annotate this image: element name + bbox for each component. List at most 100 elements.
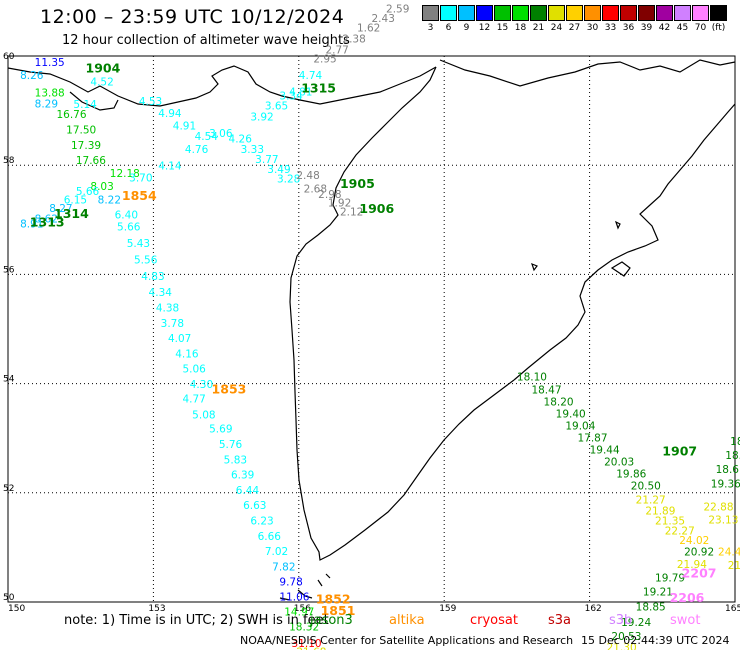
wave-height-value: 18 <box>730 436 740 448</box>
wave-height-value: 19.36 <box>711 478 740 490</box>
wave-height-value: 4.74 <box>299 70 323 82</box>
scale-swatch <box>692 5 709 21</box>
scale-swatch <box>530 5 547 21</box>
wave-height-value: 18.85 <box>636 602 666 614</box>
map-frame <box>7 55 736 603</box>
wave-height-value: 18.6 <box>716 464 740 476</box>
wave-height-value: 19.21 <box>643 586 673 598</box>
wave-height-value: 21.30 <box>607 642 637 650</box>
wave-height-points: 8.26 8.29 11.35 5.14 4.52 13.88 16.76 17.50 17.3… <box>20 3 740 650</box>
page-subtitle: 12 hour collection of altimeter wave hei… <box>62 33 350 48</box>
wave-height-value: 1.92 <box>328 198 351 210</box>
sat-legend-s3a: s3a <box>548 613 572 628</box>
wave-height-value: 3.70 <box>129 173 152 185</box>
kuril-islands <box>279 573 331 601</box>
wave-height-value: 5.66 <box>76 186 100 198</box>
kamchatka-coast-east <box>513 103 736 381</box>
wave-height-value: 2.95 <box>313 54 336 66</box>
scale-swatch <box>548 5 565 21</box>
wave-height-value: 8.22 <box>98 194 121 206</box>
lat-tick-label: 58 <box>3 156 15 166</box>
scale-swatch <box>674 5 691 21</box>
wave-height-value: 6.44 <box>236 485 260 497</box>
wave-height-value: 2.98 <box>318 189 341 201</box>
wave-height-value: 2.48 <box>296 170 319 182</box>
wave-height-value: 17.50 <box>66 125 96 137</box>
wave-height-value: 6.39 <box>231 470 254 482</box>
scale-label: 15 <box>496 23 509 33</box>
scale-label: 36 <box>622 23 635 33</box>
scale-label: 33 <box>604 23 617 33</box>
wave-height-value: 3.77 <box>255 154 278 166</box>
wave-height-value: 19.79 <box>655 572 685 584</box>
wave-height-value: 20.03 <box>604 457 634 469</box>
wave-height-value: 4.34 <box>149 287 173 299</box>
wave-height-value: 14.97 <box>284 607 314 619</box>
wave-height-value: 31.10 <box>292 638 322 650</box>
sat-legend-altika: altika <box>389 613 425 628</box>
wave-height-value: 6.23 <box>250 515 273 527</box>
wave-height-value: 7.82 <box>272 561 295 573</box>
wave-height-value: 4.81 <box>289 86 312 98</box>
wave-height-value: 23.13 <box>708 514 738 526</box>
islet-b <box>614 220 621 230</box>
wave-height-value: 6.66 <box>258 531 282 543</box>
sat-legend-jason3: jason3 <box>310 613 353 628</box>
wave-height-value: 3.65 <box>265 101 288 113</box>
pass-time-label: 1851 <box>321 603 356 618</box>
wave-height-value: 4.83 <box>141 271 164 283</box>
map-grid: 150 153 156 159 162 165 60 58 56 54 52 50 <box>3 52 740 614</box>
wave-height-value: 2.68 <box>304 184 327 196</box>
wave-height-value: 21.27 <box>636 495 666 507</box>
wave-height-value: 9.78 <box>279 577 302 589</box>
scale-swatch <box>620 5 637 21</box>
lon-tick-label: 162 <box>585 604 602 614</box>
islet-a <box>531 262 538 272</box>
pass-time-label: 1315 <box>301 81 336 96</box>
lat-tick-label: 54 <box>3 375 15 385</box>
wave-height-value: 18.47 <box>531 384 561 396</box>
wave-height-value: 4.94 <box>158 108 182 120</box>
wave-height-value: 3.78 <box>161 318 184 330</box>
koni-peninsula <box>69 91 119 111</box>
scale-label: 30 <box>586 23 599 33</box>
wave-height-value: 24.40 <box>718 547 740 559</box>
wave-height-value: 17.39 <box>71 140 101 152</box>
scale-swatch <box>422 5 439 21</box>
wave-height-value: 18.20 <box>544 396 574 408</box>
wave-height-value: 5.83 <box>224 454 247 466</box>
wave-height-value: 24.02 <box>679 535 709 547</box>
lat-tick-label: 56 <box>3 265 15 275</box>
wave-height-value: 8.62 <box>35 214 58 226</box>
wave-height-value: 2.77 <box>325 44 348 56</box>
wave-height-value: 18.10 <box>517 371 547 383</box>
lon-tick-label: 156 <box>294 604 311 614</box>
wave-height-value: 5.66 <box>117 222 141 234</box>
coastline <box>7 59 736 601</box>
scale-label: 9 <box>463 23 470 33</box>
wave-height-value: 5.08 <box>192 410 215 422</box>
lon-tick-label: 165 <box>725 604 740 614</box>
lon-tick-label: 153 <box>148 604 165 614</box>
wave-height-value: 20.53 <box>611 631 641 643</box>
wave-height-value: 22.88 <box>703 501 733 513</box>
pass-time-label: 1852 <box>316 592 351 607</box>
wave-height-value: 19.44 <box>590 444 620 456</box>
lon-tick-label: 159 <box>439 604 456 614</box>
footer-agency: NOAA/NESDIS Center for Satellite Applica… <box>240 634 574 647</box>
wave-height-value: 17.87 <box>577 432 607 444</box>
wave-height-value: 3.34 <box>279 91 303 103</box>
wave-height-value: 2.38 <box>342 33 365 45</box>
wave-height-value: 19.24 <box>621 617 651 629</box>
wave-height-value: 22.27 <box>665 525 695 537</box>
lat-tick-label: 60 <box>3 52 15 62</box>
pass-time-label: 1853 <box>212 381 247 396</box>
wave-height-value: 3.28 <box>277 174 300 186</box>
sat-legend-swot: swot <box>670 613 701 628</box>
pass-time-label: 1313 <box>30 214 65 229</box>
wave-height-value: 13.88 <box>35 87 65 99</box>
wave-height-value: 3.06 <box>209 128 233 140</box>
scale-swatch <box>602 5 619 21</box>
wave-height-value: 5.69 <box>209 424 232 436</box>
